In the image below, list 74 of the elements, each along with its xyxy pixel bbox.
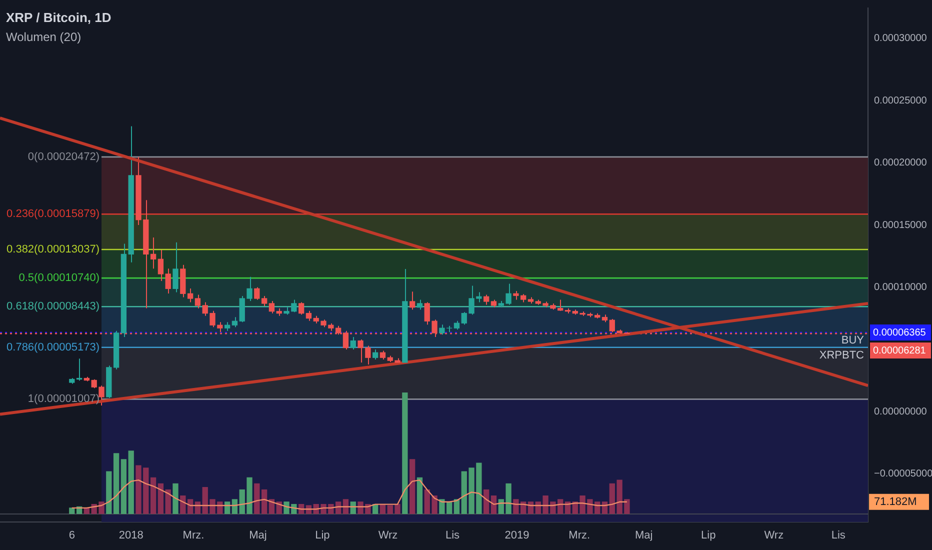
text: 71.182M: [874, 496, 917, 508]
candlestick: [158, 249, 164, 282]
ref-line-label: 0.00006281: [873, 345, 926, 356]
candlestick: [298, 302, 304, 316]
bar: [268, 499, 275, 514]
bar: [484, 489, 490, 514]
x-tick-label: 2018: [118, 530, 144, 542]
x-tick-label: Wrz: [378, 530, 398, 542]
bar: [224, 502, 230, 514]
y-tick-label: 0.00000000: [874, 406, 928, 418]
x-tick-label: 2019: [504, 530, 530, 542]
bar: [180, 495, 186, 514]
x-tick-label: Mrz.: [568, 530, 590, 542]
y-tick-label: 0.00015000: [874, 220, 928, 231]
bar: [261, 489, 268, 514]
candlestick: [409, 291, 416, 310]
bar: [165, 489, 171, 514]
bar: [454, 499, 460, 514]
candlestick: [261, 295, 268, 306]
x-tick-label: Lip: [315, 530, 330, 542]
candlestick: [150, 236, 156, 270]
text: Wolumen (20): [6, 30, 82, 44]
bar: [232, 499, 238, 514]
chart-title: XRP / Bitcoin, 1D: [6, 10, 112, 25]
bar: [416, 477, 423, 514]
x-tick-label: Maj: [634, 530, 653, 542]
ref-line-label: 0.618(0.00008443): [6, 300, 100, 313]
x-tick-label: Wrz: [764, 530, 784, 542]
bar: [172, 483, 178, 514]
ref-line-label: 0.5(0.00010740): [18, 272, 100, 284]
y-tick-label: 0.00025000: [874, 95, 928, 106]
ref-line-label: 0(0.00020472): [28, 150, 100, 163]
ref-line-label: 0.786(0.00005173): [6, 341, 100, 354]
candlestick: [165, 268, 171, 294]
candlestick: [484, 294, 490, 306]
candlestick: [232, 316, 238, 328]
x-tick-label: 6: [68, 530, 75, 542]
bar: [194, 502, 201, 514]
candlestick: [187, 288, 194, 303]
bar: [120, 459, 127, 514]
x-tick-label: Lip: [701, 530, 716, 542]
bar: [113, 453, 120, 514]
bar: [490, 495, 497, 514]
ref-line-label: 0.236(0.00015879): [6, 208, 100, 220]
candlestick: [416, 299, 423, 310]
ref-line-label: 1(0.00001007): [28, 393, 100, 406]
y-tick-label: −0.00005000: [874, 468, 932, 480]
ref-line-label: 0.00006365: [873, 327, 926, 338]
bar: [254, 483, 260, 514]
bar: [106, 471, 112, 514]
x-tick-label: Maj: [249, 530, 267, 542]
bar: [150, 477, 156, 514]
ref-line-label: 0.382(0.00013037): [6, 244, 100, 256]
annotation: XRPBTC: [819, 350, 864, 362]
y-tick-label: 0.00020000: [874, 158, 928, 169]
bar: [158, 483, 164, 514]
bar: [69, 508, 75, 514]
candlestick: [172, 242, 178, 293]
bar: [187, 499, 194, 514]
candlestick: [372, 349, 378, 360]
y-tick-label: 0.00030000: [874, 33, 928, 44]
candlestick: [350, 336, 356, 350]
x-tick-label: Lis: [831, 530, 846, 542]
x-tick-label: Mrz.: [182, 530, 204, 542]
bar: [402, 392, 408, 514]
annotation: BUY: [841, 334, 865, 347]
x-tick-label: Lis: [445, 530, 460, 542]
y-tick-label: 0.00010000: [874, 282, 928, 294]
bar: [409, 459, 416, 514]
candlestick: [194, 294, 201, 309]
candlestick: [268, 300, 275, 314]
bar: [128, 450, 134, 514]
candlestick: [306, 310, 312, 322]
candlestick: [254, 286, 260, 300]
